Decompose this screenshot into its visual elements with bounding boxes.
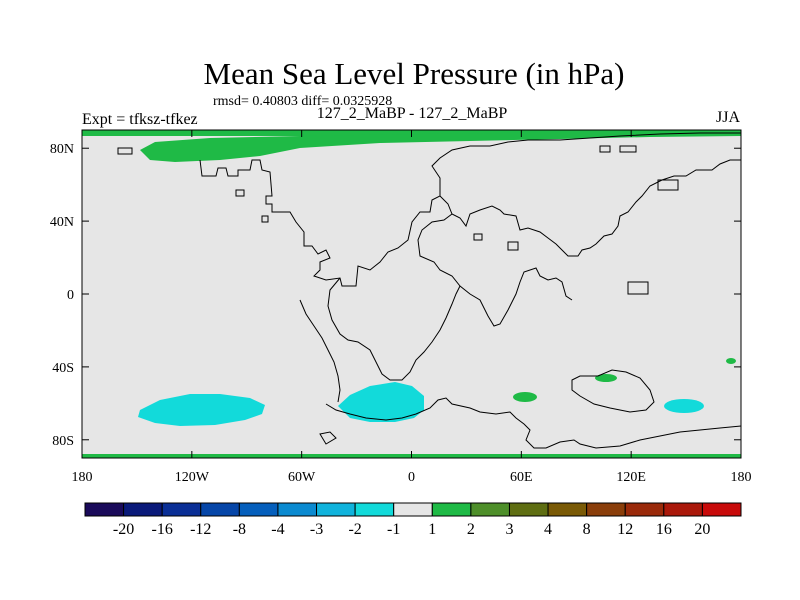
colorbar-label: -12 — [190, 521, 211, 538]
negative-anomaly-south-pacific — [138, 394, 265, 426]
colorbar-label: 16 — [656, 521, 672, 538]
continent-outlines — [117, 132, 742, 449]
colorbar-swatch — [624, 502, 665, 517]
colorbar-swatch — [161, 502, 202, 517]
colorbar-label: 3 — [505, 521, 513, 538]
colorbar-swatch — [277, 502, 318, 517]
colorbar-swatch — [84, 502, 125, 517]
y-tick-label: 0 — [67, 288, 74, 303]
colorbar-label: -8 — [233, 521, 246, 538]
colorbar-swatch — [547, 502, 588, 517]
y-tick-label: 80S — [52, 434, 74, 449]
colorbar-swatch — [238, 502, 279, 517]
colorbar-swatch — [508, 502, 549, 517]
colorbar-label: 1 — [428, 521, 436, 538]
y-tick-label: 80N — [50, 142, 74, 157]
colorbar: -20 -16 -12 -8 -4 -3 -2 -1 1 2 3 4 8 12 16 20 — [84, 502, 742, 538]
colorbar-label: 20 — [694, 521, 710, 538]
positive-anomaly-patch — [595, 374, 617, 382]
colorbar-label: 8 — [583, 521, 591, 538]
colorbar-label: -1 — [387, 521, 400, 538]
positive-anomaly-arctic — [140, 131, 741, 162]
season-label: JJA — [716, 109, 741, 126]
x-tick-label: 180 — [731, 470, 752, 485]
colorbar-swatch — [586, 502, 626, 517]
colorbar-swatch — [200, 502, 240, 517]
colorbar-swatch — [701, 502, 742, 517]
positive-anomaly-patch — [726, 358, 736, 364]
experiment-label: Expt = tfksz-tfkez — [82, 111, 198, 128]
colorbar-swatch — [470, 502, 510, 517]
colorbar-swatch — [393, 502, 433, 517]
x-tick-label: 180 — [72, 470, 93, 485]
x-tick-label: 60W — [288, 470, 316, 485]
colorbar-swatch — [123, 502, 163, 517]
colorbar-label: -2 — [348, 521, 361, 538]
y-tick-label: 40N — [50, 215, 74, 230]
colorbar-swatch — [354, 502, 395, 517]
colorbar-label: -4 — [271, 521, 284, 538]
colorbar-label: 12 — [617, 521, 633, 538]
colorbar-swatch — [316, 502, 356, 517]
colorbar-label: 2 — [467, 521, 475, 538]
colorbar-label: 4 — [544, 521, 552, 538]
stats-label: rmsd= 0.40803 diff= 0.0325928 — [213, 94, 393, 109]
map-title: Mean Sea Level Pressure (in hPa) — [203, 56, 625, 91]
x-tick-label: 120W — [175, 470, 210, 485]
x-tick-label: 120E — [616, 470, 646, 485]
colorbar-label: -20 — [113, 521, 134, 538]
colorbar-label: -3 — [310, 521, 323, 538]
colorbar-label: -16 — [152, 521, 173, 538]
x-tick-label: 60E — [510, 470, 533, 485]
colorbar-swatch — [663, 502, 703, 517]
axis-ticks: 180 120W 60W 0 60E 120E 180 80N 40N 0 40S 80S — [50, 130, 752, 485]
negative-anomaly-patch — [664, 399, 704, 413]
negative-anomaly-south-atlantic — [338, 382, 424, 422]
colorbar-swatch — [431, 502, 472, 517]
positive-anomaly-patch — [513, 392, 537, 402]
y-tick-label: 40S — [52, 361, 74, 376]
comparison-label: 127_2_MaBP - 127_2_MaBP — [316, 105, 508, 122]
x-tick-label: 0 — [408, 470, 415, 485]
